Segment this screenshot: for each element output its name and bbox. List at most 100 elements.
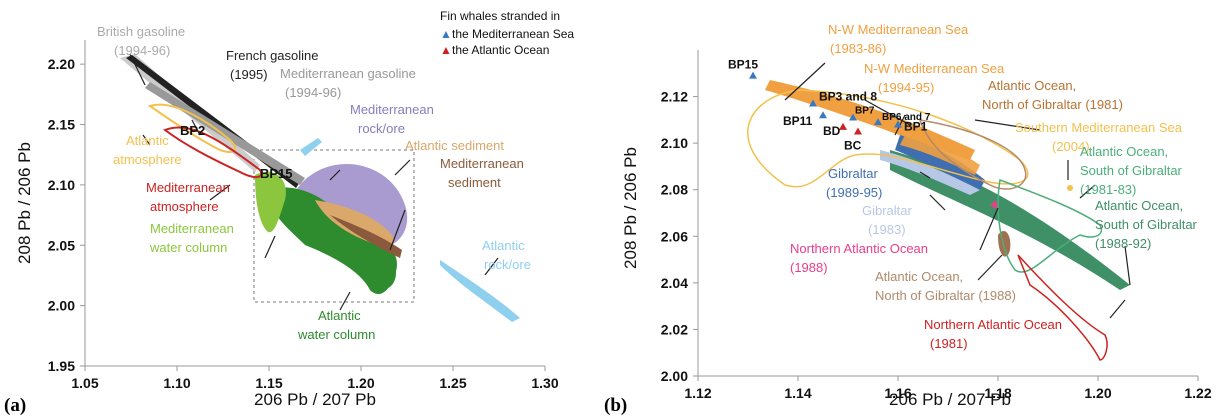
y-tick-label: 2.12 (661, 89, 688, 105)
x-tick-label: 1.15 (255, 375, 282, 391)
region-gib-1983 (880, 150, 980, 195)
label-atl-south-1981-3: (1981-83) (1080, 182, 1136, 197)
label-med-atmosphere-2: atmosphere (150, 199, 219, 214)
label-atl-north-1988-1: Atlantic Ocean, (875, 269, 963, 284)
label-gib-1989: Gibraltar (828, 166, 879, 181)
whale-point-label: BP11 (783, 114, 813, 128)
label-gib-1989-years: (1989-95) (826, 185, 882, 200)
label-nao-1981-years: (1981) (930, 336, 968, 351)
whale-point-label: BP15 (728, 58, 758, 72)
label-atl-south-1981-2: South of Gibraltar (1080, 163, 1183, 178)
label-med-rock-2: rock/ore (358, 121, 405, 136)
label-atl-water-1: Atlantic (318, 308, 361, 323)
y-axis-label-b: 208 Pb / 206 Pb (621, 147, 640, 269)
label-gib-1983: Gibraltar (862, 203, 913, 218)
legend-marker-atl: ▲ (440, 43, 452, 57)
outline-south-gib-1981 (997, 178, 1102, 273)
whale-point-label: BP7 (855, 106, 875, 117)
whale-point (849, 113, 857, 121)
panel-label-a: (a) (4, 395, 27, 416)
label-med-sed-1: Mediterranean (440, 156, 524, 171)
label-med-gasoline-years: (1994-96) (285, 85, 341, 100)
x-tick-label: 1.05 (71, 375, 98, 391)
label-nw-med-1994-years: (1994-95) (878, 80, 934, 95)
region-med-atmosphere (162, 126, 263, 178)
label-bp15: BP15 (260, 166, 293, 181)
whale-point-label: BD (823, 124, 841, 138)
y-tick-label: 2.06 (661, 228, 688, 244)
label-atl-atmosphere-1: Atlantic (126, 133, 169, 148)
y-tick-label: 2.02 (661, 321, 688, 337)
y-tick-label: 2.08 (661, 182, 688, 198)
whale-point (839, 122, 847, 130)
label-bp2: BP2 (180, 123, 205, 138)
region-med-sed (330, 215, 402, 258)
label-atl-south-1981-1: Atlantic Ocean, (1080, 144, 1168, 159)
y-tick-label: 2.10 (661, 135, 688, 151)
label-atl-south-1988-1: Atlantic Ocean, (1095, 198, 1183, 213)
label-british-gasoline-years: (1994-96) (114, 43, 170, 58)
whale-point-label: BP1 (904, 120, 928, 134)
chart-a: 1.05 1.10 1.15 1.20 1.25 1.30 1.95 2.00 2.05 2.10… (15, 9, 574, 409)
label-nao-1988: Northern Atlantic Ocean (790, 241, 928, 256)
south-med-2004-point (1067, 185, 1073, 191)
whale-point-label: BC (844, 139, 862, 153)
label-nao-1988-years: (1988) (790, 260, 828, 275)
whale-point (749, 71, 757, 79)
label-nw-med-1983-years: (1983-86) (830, 41, 886, 56)
label-atl-atmosphere-2: atmosphere (113, 152, 182, 167)
label-atl-rock-2: rock/ore (484, 257, 531, 272)
region-north-atl-1988 (990, 200, 998, 210)
panel-b: 1.12 1.14 1.16 1.18 1.20 1.22 2.00 2.02 2.04 2.06… (600, 0, 1224, 419)
region-nw-med-1994 (900, 135, 980, 175)
chart-b: 1.12 1.14 1.16 1.18 1.20 1.22 2.00 2.02 2.04 2.06… (621, 22, 1212, 409)
label-atl-north-1981-1: Atlantic Ocean, (988, 78, 1076, 93)
y-axis-label-a: 208 Pb / 206 Pb (15, 142, 34, 264)
whale-point-label: BP3 and 8 (819, 90, 877, 104)
x-axis-label-b: 206 Pb / 207 Pb (889, 390, 1011, 409)
label-nw-med-1994: N-W Mediterranean Sea (864, 61, 1005, 76)
label-gib-1983-years: (1983) (868, 222, 906, 237)
x-tick-label: 1.30 (531, 375, 558, 391)
label-med-sed-2: sediment (448, 175, 501, 190)
y-tick-label: 2.00 (48, 298, 75, 314)
x-tick-label: 1.12 (684, 385, 711, 401)
x-axis-label-a: 206 Pb / 207 Pb (254, 390, 376, 409)
panel-a: 1.05 1.10 1.15 1.20 1.25 1.30 1.95 2.00 2.05 2.10… (0, 0, 600, 419)
y-tick-label: 2.05 (48, 237, 75, 253)
legend-label-atl: the Atlantic Ocean (452, 43, 549, 57)
region-med-water (255, 171, 286, 233)
x-tick-label: 1.20 (1084, 385, 1111, 401)
whale-point-label: BP6 and 7 (882, 112, 931, 123)
x-tick-label: 1.18 (984, 385, 1011, 401)
region-atl-rock-small (300, 138, 322, 156)
x-tick-label: 1.14 (784, 385, 811, 401)
label-south-med-years: (2004) (1052, 139, 1090, 154)
label-atl-south-1988-2: South of Gibraltar (1095, 217, 1198, 232)
x-tick-label: 1.16 (884, 385, 911, 401)
region-atl-north-1988 (998, 230, 1011, 257)
zoom-box (253, 149, 415, 303)
label-atl-north-1981-2: North of Gibraltar (1981) (982, 97, 1123, 112)
whale-point (894, 120, 902, 128)
legend-marker-med: ▲ (440, 27, 452, 41)
label-south-med: Southern Mediterranean Sea (1015, 120, 1183, 135)
y-tick-label: 2.10 (48, 177, 75, 193)
whale-point (854, 127, 862, 135)
label-french-gasoline: French gasoline (226, 48, 319, 63)
label-med-water-1: Mediterranean (150, 221, 234, 236)
y-tick-label: 2.04 (661, 275, 688, 291)
region-atl-water-tail (338, 240, 396, 289)
whale-point (874, 118, 882, 126)
label-french-gasoline-years: (1995) (230, 67, 268, 82)
label-med-gasoline: Mediterranean gasoline (280, 66, 416, 81)
legend-label-med: the Mediterranean Sea (452, 27, 574, 41)
legend-title: Fin whales stranded in (440, 9, 560, 23)
y-tick-label: 2.00 (661, 368, 688, 384)
label-atl-sediment: Atlantic sediment (405, 138, 504, 153)
label-atl-south-1988-3: (1988-92) (1095, 236, 1151, 251)
region-atl-rock (440, 260, 520, 322)
outline-north-atl-1981 (1017, 254, 1108, 361)
panel-label-b: (b) (604, 395, 628, 416)
y-tick-label: 1.95 (48, 358, 75, 374)
